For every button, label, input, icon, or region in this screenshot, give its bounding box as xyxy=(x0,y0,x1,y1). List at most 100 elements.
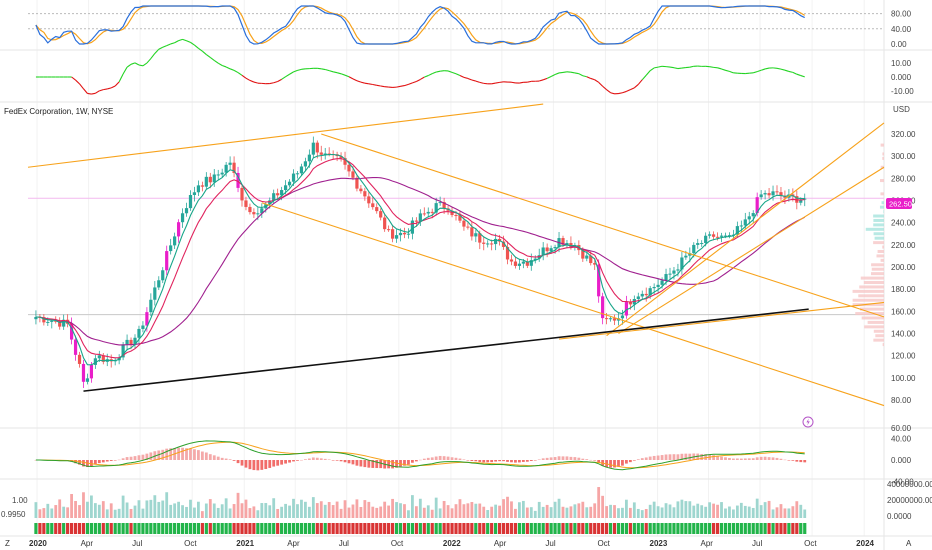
volume-bar xyxy=(137,500,141,518)
volume-bar xyxy=(700,505,704,518)
momentum-segment xyxy=(352,78,358,82)
trend-strip-cell xyxy=(723,523,728,534)
candle-body xyxy=(244,200,248,207)
trend-strip-cell xyxy=(509,523,514,534)
trend-strip-cell xyxy=(589,523,593,534)
time-tick: Jul xyxy=(132,539,142,548)
momentum-segment xyxy=(281,76,286,80)
volume-panel[interactable]: 40000000.00 20000000.00 0.0000 1.00 0.9950 xyxy=(1,480,932,534)
candle-body xyxy=(248,206,252,213)
trend-strip-cell xyxy=(529,523,533,534)
candle xyxy=(466,221,470,230)
macd-histogram-bar xyxy=(648,456,652,460)
momentum-segment xyxy=(162,45,167,48)
macd-histogram-bar xyxy=(133,456,137,460)
macd-histogram-bar xyxy=(735,458,739,460)
candle-body xyxy=(212,174,216,183)
channel-trendline xyxy=(27,103,544,168)
macd-histogram-bar xyxy=(117,459,121,461)
macd-panel[interactable]: 60.00 40.00 0.000 -40.00 xyxy=(34,424,915,486)
time-tick: 2024 xyxy=(856,539,874,548)
volume-bar xyxy=(585,507,589,518)
support-trendline xyxy=(83,308,809,392)
trend-strip-cell xyxy=(272,523,276,534)
macd-histogram-bar xyxy=(625,460,628,464)
trend-strip-cell xyxy=(295,523,300,534)
candle xyxy=(612,314,617,326)
volume-bar xyxy=(632,502,636,518)
candle xyxy=(287,179,292,188)
volume-profile-bar xyxy=(875,334,884,338)
volume-bar xyxy=(216,507,220,518)
trend-strip-cell xyxy=(121,523,125,534)
trend-strip-cell xyxy=(565,523,569,534)
trend-strip-cell xyxy=(470,523,474,534)
momentum-segment xyxy=(570,71,575,74)
price-panel[interactable]: 320.00300.00280.00260.00240.00220.00200.… xyxy=(27,103,916,407)
candle xyxy=(161,267,165,284)
stochastic-panel[interactable]: 80.00 40.00 0.00 xyxy=(28,5,912,49)
trend-strip-cell xyxy=(161,523,165,534)
volume-bar xyxy=(692,505,696,518)
macd-histogram-bar xyxy=(438,455,442,460)
candle xyxy=(153,281,157,306)
candle-body xyxy=(383,217,387,230)
timezone-z-icon[interactable]: Z xyxy=(5,539,10,548)
volume-bar xyxy=(521,500,525,518)
price-tick: 280.00 xyxy=(891,174,916,183)
volume-bar xyxy=(244,499,248,518)
trend-strip-cell xyxy=(751,523,755,534)
volume-profile-bar xyxy=(882,156,884,160)
macd-histogram-bar xyxy=(304,459,307,460)
momentum-segment xyxy=(107,87,112,90)
candle-body xyxy=(371,203,375,208)
macd-histogram-bar xyxy=(617,460,620,467)
volume-bar xyxy=(367,501,371,518)
candle xyxy=(711,231,716,241)
volume-bar xyxy=(799,504,803,518)
momentum-segment xyxy=(126,63,132,68)
momentum-segment xyxy=(396,85,401,88)
candle xyxy=(149,293,153,317)
macd-histogram-bar xyxy=(74,460,77,464)
macd-histogram-bar xyxy=(367,460,371,468)
momentum-panel[interactable]: 10.00 0.000 -10.00 xyxy=(35,38,914,96)
candle-body xyxy=(176,222,181,237)
momentum-segment xyxy=(158,46,163,50)
candle-body xyxy=(505,246,510,260)
volume-profile-bar xyxy=(870,272,884,276)
trend-strip-cell xyxy=(668,523,672,534)
momentum-segment xyxy=(721,68,726,71)
candle-body xyxy=(711,234,716,237)
momentum-segment xyxy=(118,73,124,83)
volume-bar xyxy=(54,505,58,518)
volume-bar xyxy=(462,504,466,518)
auto-scale-icon[interactable]: A xyxy=(906,539,912,548)
volume-bar xyxy=(304,501,307,518)
volume-bar xyxy=(145,500,149,518)
volume-bar xyxy=(173,503,177,518)
candle xyxy=(775,185,779,196)
macd-histogram-bar xyxy=(284,460,287,464)
candle xyxy=(355,174,359,192)
volume-bar xyxy=(510,501,513,518)
momentum-segment xyxy=(681,67,686,69)
volume-bar xyxy=(34,502,38,518)
candle xyxy=(204,172,208,190)
trend-strip-cell xyxy=(315,523,319,534)
macd-histogram-bar xyxy=(486,460,490,463)
candle-body xyxy=(438,202,442,204)
volume-profile-bar xyxy=(883,210,884,214)
lightning-icon[interactable] xyxy=(802,416,814,428)
candle-body xyxy=(517,263,522,266)
momentum-segment xyxy=(273,80,278,84)
candle xyxy=(113,357,117,366)
candle xyxy=(315,140,319,159)
momentum-segment xyxy=(574,72,579,75)
candle xyxy=(299,163,304,176)
candle-body xyxy=(704,235,708,244)
macd-histogram-bar xyxy=(109,460,113,461)
candle-body xyxy=(351,171,355,178)
macd-histogram-bar xyxy=(426,457,430,460)
